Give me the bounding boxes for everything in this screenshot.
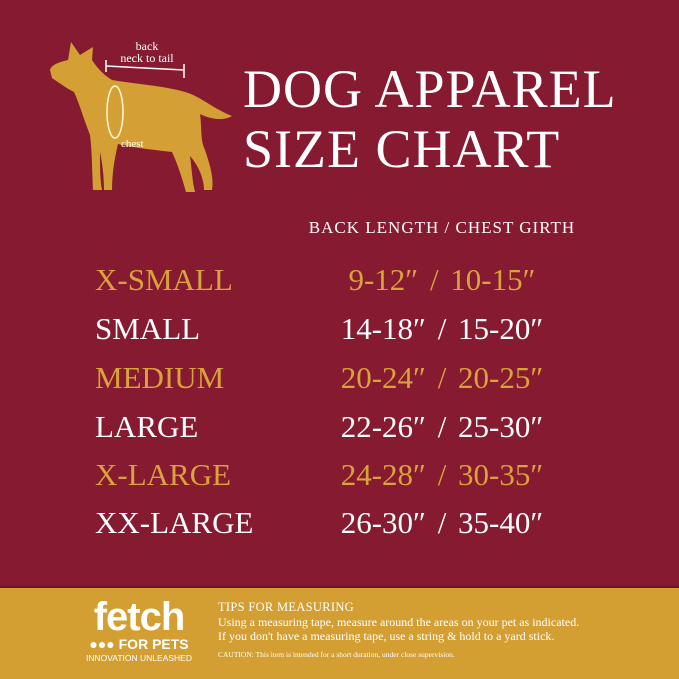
size-label: LARGE [95, 409, 199, 444]
caution-text: CAUTION: This item is intended for a sho… [218, 650, 455, 659]
size-row: LARGE 22-26″ / 25-30″ [0, 409, 679, 449]
fetch-logo: fetch ●●● FOR PETS INNOVATION UNLEASHED [86, 595, 192, 663]
size-row: SMALL 14-18″ / 15-20″ [0, 311, 679, 351]
size-value: 26-30″ / 35-40″ [340, 505, 544, 540]
dots-icon: ●●● [89, 636, 119, 652]
back-measure-line [105, 65, 185, 71]
dog-body [50, 42, 232, 192]
back-label: back [136, 39, 159, 53]
size-label: X-LARGE [95, 457, 232, 492]
size-row: X-SMALL 9-12″ / 10-15″ [0, 262, 679, 302]
measuring-tips: TIPS FOR MEASURING Using a measuring tap… [218, 600, 579, 659]
size-value: 9-12″ / 10-15″ [348, 262, 536, 297]
size-row: X-LARGE 24-28″ / 30-35″ [0, 457, 679, 497]
chest-label: chest [121, 138, 144, 150]
size-label: X-SMALL [95, 262, 233, 297]
size-row: MEDIUM 20-24″ / 20-25″ [0, 360, 679, 400]
title-line-1: DOG APPAREL [243, 59, 617, 119]
neck-to-tail-label: neck to tail [120, 51, 174, 65]
size-label: XX-LARGE [95, 505, 254, 540]
size-value: 20-24″ / 20-25″ [340, 360, 544, 395]
tip-text: If you don't have a measuring tape, use … [218, 629, 555, 643]
tip-text: Using a measuring tape, measure around t… [218, 615, 580, 629]
size-value: 24-28″ / 30-35″ [340, 457, 544, 492]
size-label: MEDIUM [95, 360, 225, 395]
tips-heading: TIPS FOR MEASURING [218, 600, 354, 614]
size-row: XX-LARGE 26-30″ / 35-40″ [0, 505, 679, 545]
dog-silhouette-icon: back neck to tail chest [50, 39, 232, 192]
column-header: BACK LENGTH / CHEST GIRTH [308, 218, 576, 237]
footer: fetch ●●● FOR PETS INNOVATION UNLEASHED … [0, 586, 679, 679]
size-value: 14-18″ / 15-20″ [340, 311, 544, 346]
chest-measure-ellipse [106, 85, 124, 139]
size-value: 22-26″ / 25-30″ [340, 409, 544, 444]
size-label: SMALL [95, 311, 201, 346]
title-line-2: SIZE CHART [243, 119, 561, 179]
